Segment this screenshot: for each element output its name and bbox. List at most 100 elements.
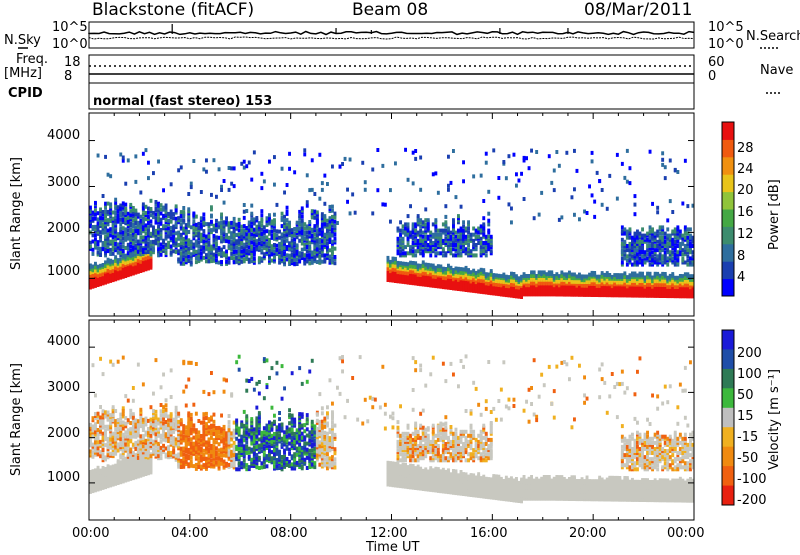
echo-cell	[205, 245, 208, 249]
echo-cell	[218, 261, 221, 265]
echo-cell	[689, 227, 692, 231]
echo-cell	[407, 251, 410, 255]
echo-cell	[202, 256, 205, 260]
echo-cell	[613, 273, 616, 277]
echo-cell	[99, 469, 102, 473]
echo-cell	[114, 427, 117, 431]
echo-cell	[230, 231, 233, 235]
echo-cell	[122, 433, 125, 437]
echo-cell	[626, 258, 629, 262]
echo-cell	[540, 270, 543, 274]
echo-cell	[651, 254, 654, 258]
echo-cell	[306, 173, 309, 177]
echo-cell	[656, 230, 659, 234]
echo-cell	[195, 250, 198, 254]
echo-cell	[298, 214, 301, 218]
echo-cell	[112, 432, 115, 436]
echo-cell	[571, 195, 574, 199]
echo-cell	[202, 167, 205, 171]
echo-cell	[414, 239, 417, 243]
echo-cell	[558, 274, 561, 278]
echo-cell	[480, 174, 483, 178]
echo-cell	[273, 218, 276, 222]
echo-cell	[129, 209, 132, 213]
echo-cell	[94, 262, 97, 266]
echo-cell	[114, 409, 117, 413]
echo-cell	[321, 239, 324, 243]
echo-cell	[412, 249, 415, 253]
echo-cell	[409, 231, 412, 235]
echo-cell	[591, 193, 594, 197]
echo-cell	[240, 250, 243, 254]
echo-cell	[122, 439, 125, 443]
echo-cell	[104, 467, 107, 471]
echo-cell	[160, 247, 163, 251]
echo-cell	[260, 217, 263, 221]
echo-cell	[649, 150, 652, 154]
echo-cell	[132, 386, 135, 390]
echo-cell	[661, 236, 664, 240]
echo-cell	[402, 229, 405, 233]
echo-cell	[439, 251, 442, 255]
echo-cell	[238, 222, 241, 226]
echo-cell	[666, 256, 669, 260]
echo-cell	[182, 237, 185, 241]
echo-cell	[104, 429, 107, 433]
echo-cell	[334, 261, 337, 265]
echo-cell	[487, 222, 490, 226]
echo-cell	[150, 405, 153, 409]
echo-cell	[306, 260, 309, 264]
echo-cell	[99, 264, 102, 268]
echo-cell	[170, 251, 173, 255]
echo-cell	[480, 224, 483, 228]
echo-cell	[114, 435, 117, 439]
echo-cell	[465, 227, 468, 231]
echo-cell	[119, 460, 122, 464]
echo-cell	[187, 230, 190, 234]
echo-cell	[397, 261, 400, 265]
echo-cell	[208, 247, 211, 251]
echo-cell	[308, 261, 311, 265]
echo-cell	[281, 212, 284, 216]
echo-cell	[472, 233, 475, 237]
echo-cell	[452, 218, 455, 222]
echo-cell	[112, 211, 115, 215]
echo-cell	[276, 229, 279, 233]
echo-cell	[109, 252, 112, 256]
echo-cell	[618, 273, 621, 277]
echo-cell	[313, 255, 316, 259]
echo-cell	[669, 234, 672, 238]
echo-cell	[132, 218, 135, 222]
echo-cell	[152, 409, 155, 413]
echo-cell	[182, 227, 185, 231]
echo-cell	[485, 235, 488, 239]
echo-cell	[215, 254, 218, 258]
echo-cell	[273, 229, 276, 233]
echo-cell	[175, 221, 178, 225]
echo-cell	[248, 239, 251, 243]
echo-cell	[553, 169, 556, 173]
echo-cell	[281, 216, 284, 220]
echo-cell	[278, 230, 281, 234]
echo-cell	[122, 409, 125, 413]
echo-cell	[676, 276, 679, 280]
echo-cell	[155, 229, 158, 233]
echo-cell	[626, 254, 629, 258]
echo-cell	[155, 212, 158, 216]
echo-cell	[258, 238, 261, 242]
echo-cell	[553, 274, 556, 278]
echo-cell	[94, 422, 97, 426]
echo-cell	[626, 275, 629, 279]
echo-cell	[94, 468, 97, 472]
echo-cell	[281, 232, 284, 236]
echo-cell	[450, 181, 453, 185]
echo-cell	[616, 153, 619, 157]
echo-cell	[117, 214, 120, 218]
echo-cell	[316, 210, 319, 214]
echo-cell	[157, 442, 160, 446]
echo-cell	[162, 206, 165, 210]
echo-cell	[326, 241, 329, 245]
echo-cell	[402, 224, 405, 228]
echo-cell	[283, 215, 286, 219]
echo-cell	[480, 241, 483, 245]
